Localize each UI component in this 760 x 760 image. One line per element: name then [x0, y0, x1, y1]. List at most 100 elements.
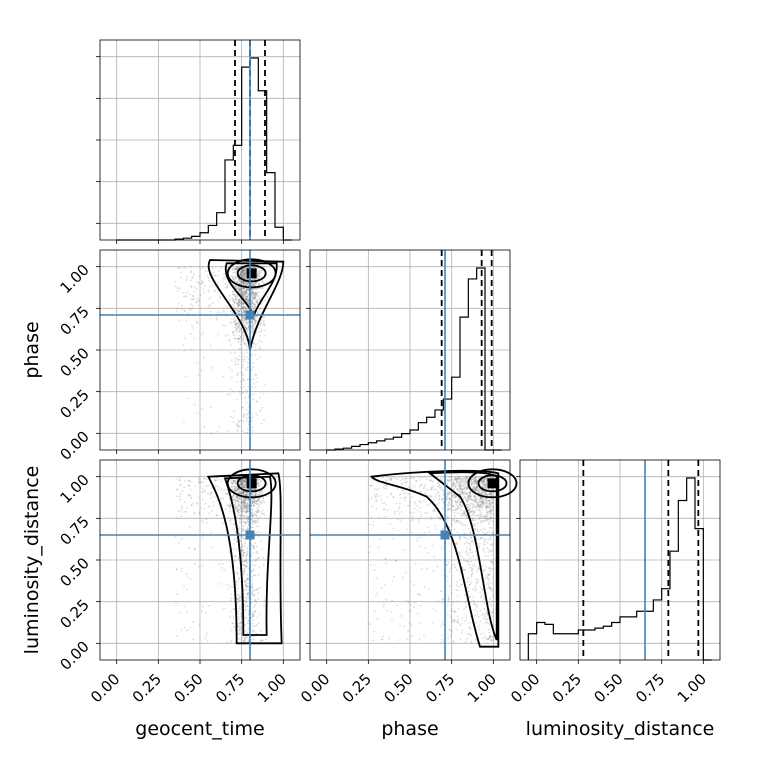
sample-point [243, 341, 246, 344]
sample-point [236, 381, 239, 384]
sample-point [235, 266, 238, 268]
sample-point [491, 506, 494, 509]
sample-point [246, 299, 249, 302]
sample-point [232, 548, 235, 550]
sample-point [252, 266, 255, 269]
sample-point [256, 518, 259, 521]
sample-point [488, 635, 491, 638]
sample-point [236, 281, 239, 284]
sample-point [183, 480, 186, 482]
sample-point [436, 600, 439, 603]
sample-point [403, 496, 406, 499]
sample-point [465, 488, 468, 491]
sample-point [239, 481, 242, 484]
sample-point [244, 267, 247, 270]
sample-point [416, 504, 418, 507]
sample-point [454, 619, 457, 622]
sample-point [238, 301, 240, 304]
sample-point [433, 509, 436, 512]
sample-point [241, 274, 244, 277]
sample-point [250, 293, 253, 296]
sample-point [241, 307, 244, 310]
sample-point [244, 540, 247, 543]
sample-point [235, 329, 238, 332]
sample-point [239, 327, 241, 329]
sample-point [439, 477, 442, 480]
sample-point [492, 609, 495, 612]
sample-point [242, 290, 244, 293]
truth-marker [440, 530, 450, 540]
sample-point [234, 307, 237, 310]
sample-point [257, 275, 260, 277]
sample-point [229, 351, 232, 354]
sample-point [241, 275, 244, 278]
sample-point [241, 332, 244, 335]
sample-point [426, 488, 429, 491]
sample-point [256, 507, 258, 510]
sample-point [243, 310, 245, 312]
sample-point [239, 271, 242, 274]
sample-point [222, 497, 224, 500]
sample-point [375, 500, 378, 502]
sample-point [238, 618, 241, 621]
sample-point [476, 603, 479, 606]
sample-point [412, 518, 415, 521]
sample-point [237, 285, 240, 288]
sample-point [246, 283, 249, 286]
sample-point [470, 634, 473, 637]
sample-point [447, 597, 450, 599]
sample-point [240, 371, 243, 374]
sample-point [390, 610, 393, 613]
sample-point [239, 390, 241, 393]
sample-point [243, 268, 246, 271]
sample-point [234, 490, 236, 493]
sample-point [223, 488, 226, 491]
sample-point [418, 499, 421, 502]
sample-point [419, 490, 422, 493]
sample-point [235, 322, 237, 325]
sample-point [241, 268, 244, 271]
sample-point [245, 597, 247, 599]
sample-point [253, 278, 256, 281]
sample-point [252, 291, 255, 294]
sample-point [382, 508, 385, 510]
sample-point [492, 576, 494, 579]
sample-point [238, 310, 240, 313]
sample-point [477, 615, 480, 618]
sample-point [205, 634, 208, 637]
sample-point [222, 273, 225, 276]
sample-point [183, 421, 185, 423]
sample-point [246, 632, 249, 634]
sample-point [230, 415, 233, 418]
sample-point [192, 621, 195, 623]
sample-point [245, 297, 248, 300]
sample-point [479, 586, 482, 588]
sample-point [257, 521, 260, 524]
density-peak [246, 478, 257, 489]
sample-point [247, 300, 250, 303]
sample-point [369, 477, 372, 480]
sample-point [205, 270, 208, 272]
sample-point [244, 431, 247, 434]
x-tick-label: 1.00 [464, 670, 500, 706]
sample-point [178, 611, 181, 614]
sample-point [477, 579, 479, 581]
sample-point [435, 493, 437, 496]
sample-point [468, 528, 471, 530]
sample-point [448, 525, 451, 528]
sample-point [230, 593, 233, 596]
sample-point [240, 329, 242, 332]
sample-point [236, 587, 239, 590]
sample-point [233, 538, 236, 541]
sample-point [451, 617, 453, 620]
sample-point [257, 291, 260, 294]
sample-point [245, 514, 248, 517]
sample-point [180, 308, 183, 311]
sample-point [474, 495, 477, 498]
sample-point [183, 584, 185, 587]
sample-point [243, 273, 246, 276]
sample-point [244, 326, 247, 329]
sample-point [228, 299, 231, 302]
sample-point [237, 525, 240, 527]
sample-point [241, 391, 244, 394]
